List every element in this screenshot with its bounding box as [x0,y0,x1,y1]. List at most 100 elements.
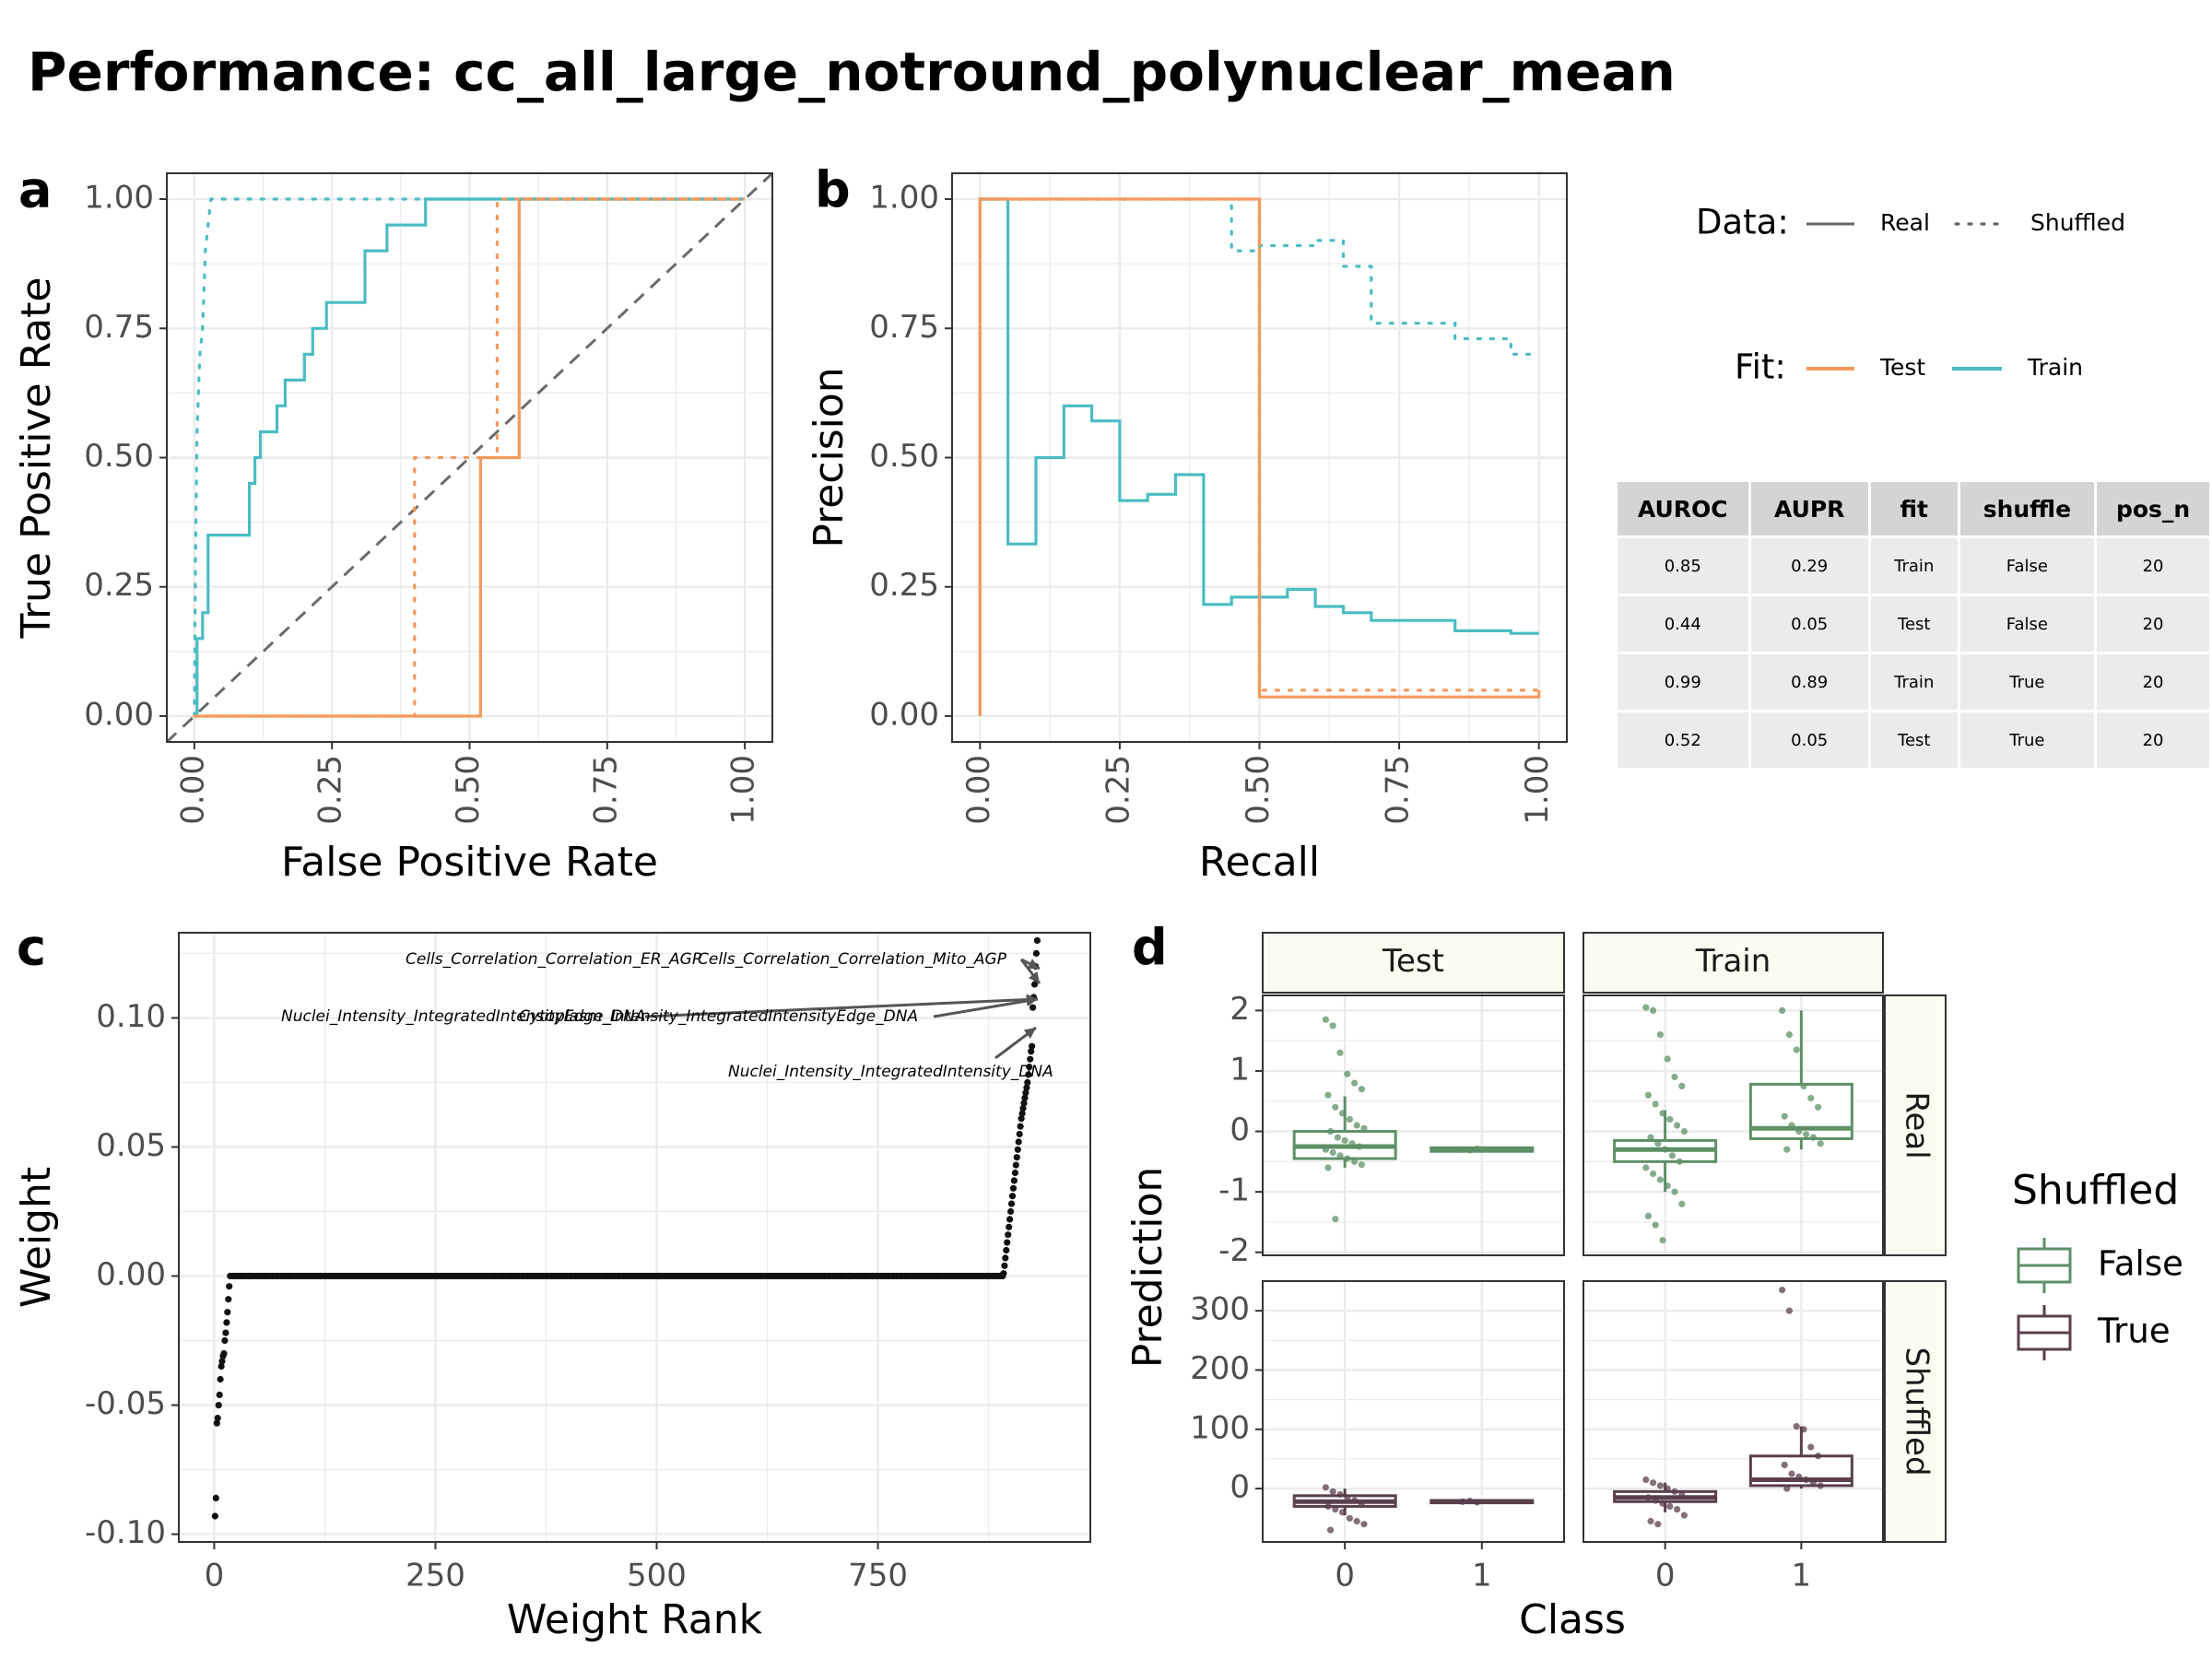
y-tick-label: 1.00 [869,180,939,217]
x-tick-label: 1 [1472,1558,1492,1594]
legend-label: Train [2027,354,2083,381]
plot-background [179,933,1090,1542]
weight-point [1029,1042,1036,1050]
y-tick-label: 0.10 [96,998,166,1035]
weight-point [1000,1270,1007,1277]
jitter-point [1676,1158,1683,1165]
boxplot-class-0 [1292,1484,1397,1534]
x-tick-label: 0.00 [174,755,211,825]
annotation-arrow [933,997,1039,1018]
y-tick-label: -0.05 [85,1385,166,1422]
weight-point [1023,1084,1030,1091]
weight-point [224,1309,231,1316]
y-tick-label: 0.75 [869,309,939,346]
jitter-point [1339,1110,1347,1117]
legend-title: Shuffled [2012,1167,2179,1214]
x-tick-label: 0 [205,1558,225,1594]
cell-pos-n: 20 [2097,654,2209,710]
weight-point [1028,1048,1035,1055]
annotation-arrowhead [1023,1028,1036,1039]
cell-pos-n: 20 [2097,596,2209,652]
cell-auroc: 0.99 [1618,654,1748,710]
jitter-point [1781,1112,1788,1120]
jitter-point [1474,1146,1481,1153]
cell-aupr: 0.05 [1750,596,1868,652]
jitter-point [1329,1148,1336,1157]
jitter-point [1644,1091,1652,1099]
boxplot-class-0 [1613,1004,1718,1244]
jitter-point [1803,1131,1810,1138]
jitter-point [1781,1461,1788,1468]
header-shuffle: shuffle [1959,482,2095,535]
jitter-point [1360,1521,1368,1528]
weight-point [226,1283,233,1290]
jitter-point [1788,1470,1795,1477]
weight-point [218,1358,226,1365]
jitter-point [1807,1443,1815,1451]
jitter-point [1654,1521,1662,1528]
jitter-point [1322,1484,1329,1491]
weight-point [1014,1146,1021,1153]
weight-point [1027,1055,1034,1063]
jitter-point [1817,1140,1824,1147]
x-tick-label: 0 [1335,1558,1355,1594]
jitter-point [1659,1110,1666,1117]
jitter-point [1678,1490,1686,1499]
y-tick-label: 2 [1230,991,1250,1028]
jitter-point [1793,1423,1800,1430]
facet-strip-real [1884,994,1947,1256]
facet-label: Test [1382,943,1444,980]
jitter-point [1329,1488,1336,1495]
cell-fit: Test [1870,712,1958,768]
jitter-point [1324,1164,1332,1171]
plot-border [951,172,1568,743]
weight-point [213,1419,220,1427]
jitter-point [1809,1134,1817,1141]
jitter-point [1332,1216,1339,1223]
legend-label: Shuffled [2030,209,2125,236]
y-tick-label: -2 [1218,1232,1250,1269]
cell-aupr: 0.05 [1750,712,1868,768]
cell-fit: Train [1870,538,1958,594]
jitter-point [1351,1158,1359,1165]
weight-point [1019,1104,1027,1112]
jitter-point [1322,1016,1329,1023]
x-tick-label: 0.75 [587,755,624,825]
series-train-real [194,197,746,718]
jitter-point [1659,1500,1666,1507]
jitter-point [1779,1006,1786,1014]
jitter-point [1664,1182,1671,1190]
jitter-point [1329,1022,1336,1030]
jitter-point [1809,1479,1817,1487]
cell-shuffle: True [1959,654,2095,710]
legend-label: False [2098,1244,2183,1284]
facet-border [1262,1280,1565,1543]
facet-strip-test [1262,932,1565,994]
weight-point [218,1362,225,1371]
plot-border [166,172,773,743]
panel-letter: a [18,161,52,219]
jitter-point [1807,1094,1815,1102]
metrics-row: 0.85 0.29 Train False 20 [1618,538,2209,594]
x-tick-label: 0.25 [1100,755,1136,825]
y-tick-label: 100 [1190,1409,1250,1446]
cell-pos-n: 20 [2097,538,2209,594]
diagonal-reference-line [165,171,774,744]
jitter-point [1783,1485,1791,1492]
series-train-real [978,197,1539,716]
jitter-point [1779,1287,1786,1294]
jitter-point [1656,1176,1664,1183]
header-auroc: AUROC [1618,482,1748,535]
facet-label: Train [1695,943,1771,980]
jitter-point [1332,1103,1339,1111]
weight-point [1018,1110,1026,1117]
header-aupr: AUPR [1750,482,1868,535]
boxplot-class-0 [1292,1016,1397,1223]
weight-point [215,1402,222,1409]
panel-a: 0.00 0.00 0.25 0.25 0.50 0.50 0.75 0.75 1.00 1.00… [13,161,774,886]
weight-point [1021,1094,1029,1101]
x-axis-title: False Positive Rate [281,839,658,886]
header-pos-n: pos_n [2097,482,2209,535]
jitter-point [1656,1031,1664,1039]
jitter-point [1348,1140,1356,1147]
